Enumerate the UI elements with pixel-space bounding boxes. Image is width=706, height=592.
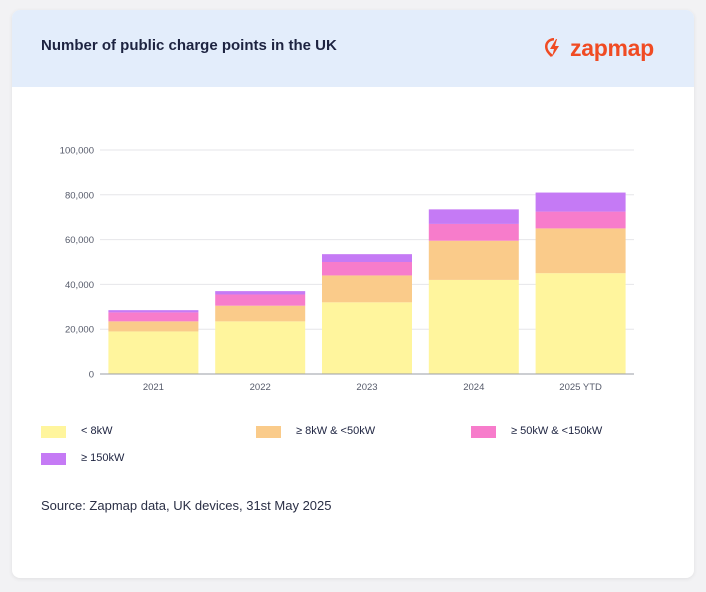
bar-segment [108,312,199,322]
bar-segment [215,291,306,295]
y-tick-label: 60,000 [65,235,94,246]
stacked-bar-chart: 0 20,000 40,000 60,000 80,000 100,000 2021 2022… [60,146,634,393]
legend-swatch [256,426,281,438]
y-tick-label: 40,000 [65,280,94,291]
zapmap-bolt-icon [545,38,559,57]
bar-segment [215,294,306,306]
x-tick-label: 2021 [143,382,164,393]
bar-segment [322,302,412,374]
card-header: Number of public charge points in the UK… [12,10,694,87]
legend-label: < 8kW [81,425,113,437]
legend-label: ≥ 150kW [81,452,125,464]
bar-segment [322,254,412,262]
legend-label: ≥ 8kW & <50kW [296,425,376,437]
bar-segment [428,240,519,280]
y-tick-label: 0 [89,370,94,381]
logo-text: zapmap [570,34,654,61]
x-tick-label: 2022 [250,382,271,393]
bar-segment [535,192,626,212]
bar-segment [322,275,412,303]
zapmap-logo[interactable]: zapmap [542,33,654,63]
legend-swatch [41,453,66,465]
bar-segment [428,223,519,241]
bar-segment [215,321,306,374]
y-tick-label: 80,000 [65,190,94,201]
y-tick-label: 20,000 [65,325,94,336]
bar-segment [535,228,626,274]
bar-segment [108,310,199,313]
bar-segment [428,209,519,224]
chart-card: Number of public charge points in the UK… [12,10,694,578]
bar-segment [535,211,626,229]
bar-segment [215,305,306,322]
y-tick-label: 100,000 [60,146,94,157]
legend-label: ≥ 50kW & <150kW [511,425,603,437]
bar-segment [428,279,519,374]
legend-swatch [471,426,496,438]
bar-segment [108,321,199,332]
bar-segment [108,331,199,374]
x-tick-label: 2024 [463,382,484,393]
x-tick-label: 2023 [356,382,377,393]
legend-swatch [41,426,66,438]
bar-segment [535,273,626,374]
chart-title: Number of public charge points in the UK [41,37,337,54]
bar-segment [322,262,412,276]
source-note: Source: Zapmap data, UK devices, 31st Ma… [41,498,332,513]
x-tick-label: 2025 YTD [559,382,602,393]
